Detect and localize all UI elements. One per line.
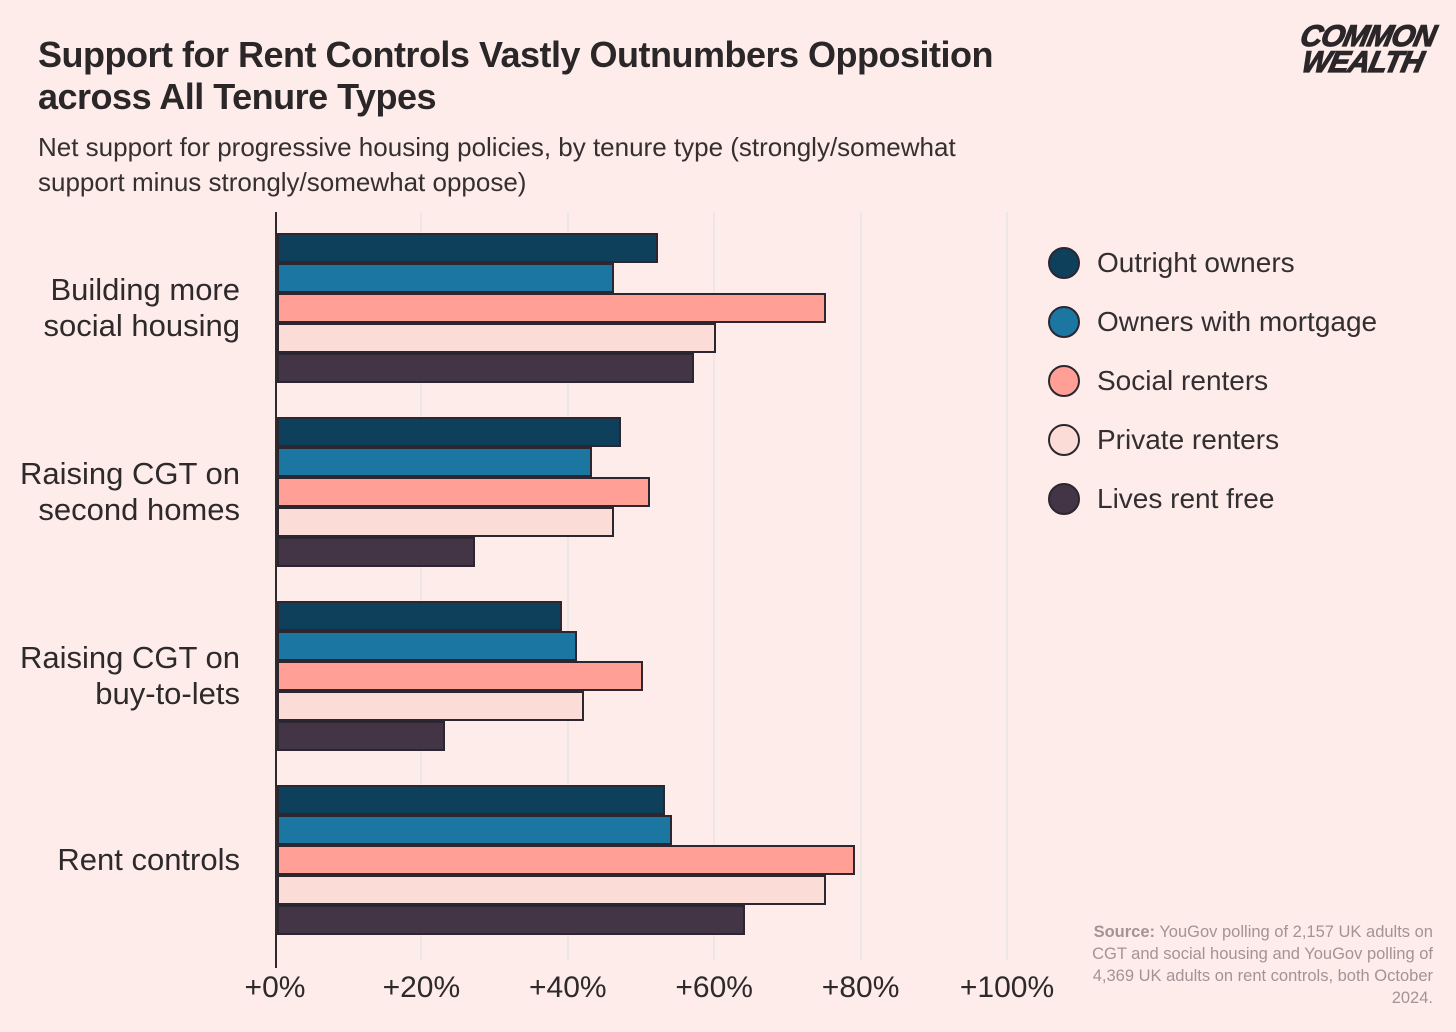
bar bbox=[277, 845, 855, 875]
bar bbox=[277, 631, 577, 661]
bar bbox=[277, 537, 475, 567]
bar bbox=[277, 417, 621, 447]
page-title: Support for Rent Controls Vastly Outnumb… bbox=[38, 34, 994, 118]
bar bbox=[277, 905, 745, 935]
bar bbox=[277, 661, 643, 691]
bar bbox=[277, 477, 650, 507]
gridline bbox=[713, 212, 716, 960]
bar bbox=[277, 263, 614, 293]
gridline bbox=[566, 212, 569, 960]
legend-item: Private renters bbox=[1048, 424, 1377, 456]
legend-label: Private renters bbox=[1097, 424, 1280, 455]
bar bbox=[277, 815, 672, 845]
legend-swatch-icon bbox=[1048, 306, 1080, 338]
legend: Outright owners Owners with mortgage Socia… bbox=[1048, 247, 1377, 542]
bar bbox=[277, 293, 826, 323]
legend-item: Owners with mortgage bbox=[1048, 306, 1377, 338]
gridline bbox=[420, 212, 423, 960]
legend-item: Outright owners bbox=[1048, 247, 1377, 279]
bar bbox=[277, 447, 592, 477]
source-text: YouGov polling of 2,157 UK adults on CGT… bbox=[1092, 923, 1433, 1007]
category-label: Raising CGT on buy-to-lets bbox=[20, 640, 240, 711]
bar bbox=[277, 507, 614, 537]
bar bbox=[277, 785, 665, 815]
category-label: Raising CGT on second homes bbox=[20, 456, 240, 527]
gridline bbox=[859, 212, 862, 960]
x-tick-label: +100% bbox=[959, 971, 1055, 1004]
gridline bbox=[1006, 212, 1008, 960]
bar bbox=[277, 721, 445, 751]
legend-swatch-icon bbox=[1048, 365, 1080, 397]
source-label: Source: bbox=[1093, 923, 1156, 941]
x-tick-label: +80% bbox=[821, 971, 900, 1004]
legend-swatch-icon bbox=[1048, 247, 1080, 279]
x-tick-label: +0% bbox=[244, 971, 306, 1004]
legend-swatch-icon bbox=[1048, 483, 1080, 515]
plot-area bbox=[275, 212, 1008, 968]
x-tick-label: +60% bbox=[675, 971, 753, 1004]
bar bbox=[277, 323, 716, 353]
x-tick-label: +40% bbox=[529, 971, 607, 1004]
legend-item: Lives rent free bbox=[1048, 483, 1377, 515]
legend-swatch-icon bbox=[1048, 424, 1080, 456]
bar bbox=[277, 601, 562, 631]
legend-label: Owners with mortgage bbox=[1097, 306, 1378, 337]
category-label: Building more social housing bbox=[43, 272, 240, 343]
legend-label: Social renters bbox=[1097, 365, 1269, 396]
bar bbox=[277, 691, 584, 721]
common-wealth-logo: COMMON WEALTH bbox=[1292, 19, 1439, 80]
source-note: Source: YouGov polling of 2,157 UK adult… bbox=[1091, 922, 1433, 1010]
legend-label: Outright owners bbox=[1097, 247, 1295, 278]
x-tick-label: +20% bbox=[382, 971, 461, 1004]
logo-line-2: WEALTH bbox=[1298, 46, 1426, 80]
bar bbox=[277, 875, 826, 905]
bar bbox=[277, 353, 694, 383]
y-axis-line bbox=[275, 212, 277, 968]
legend-label: Lives rent free bbox=[1097, 483, 1275, 514]
category-label: Rent controls bbox=[57, 842, 240, 878]
chart-subtitle: Net support for progressive housing poli… bbox=[38, 132, 956, 197]
legend-item: Social renters bbox=[1048, 365, 1377, 397]
bar bbox=[277, 233, 658, 263]
